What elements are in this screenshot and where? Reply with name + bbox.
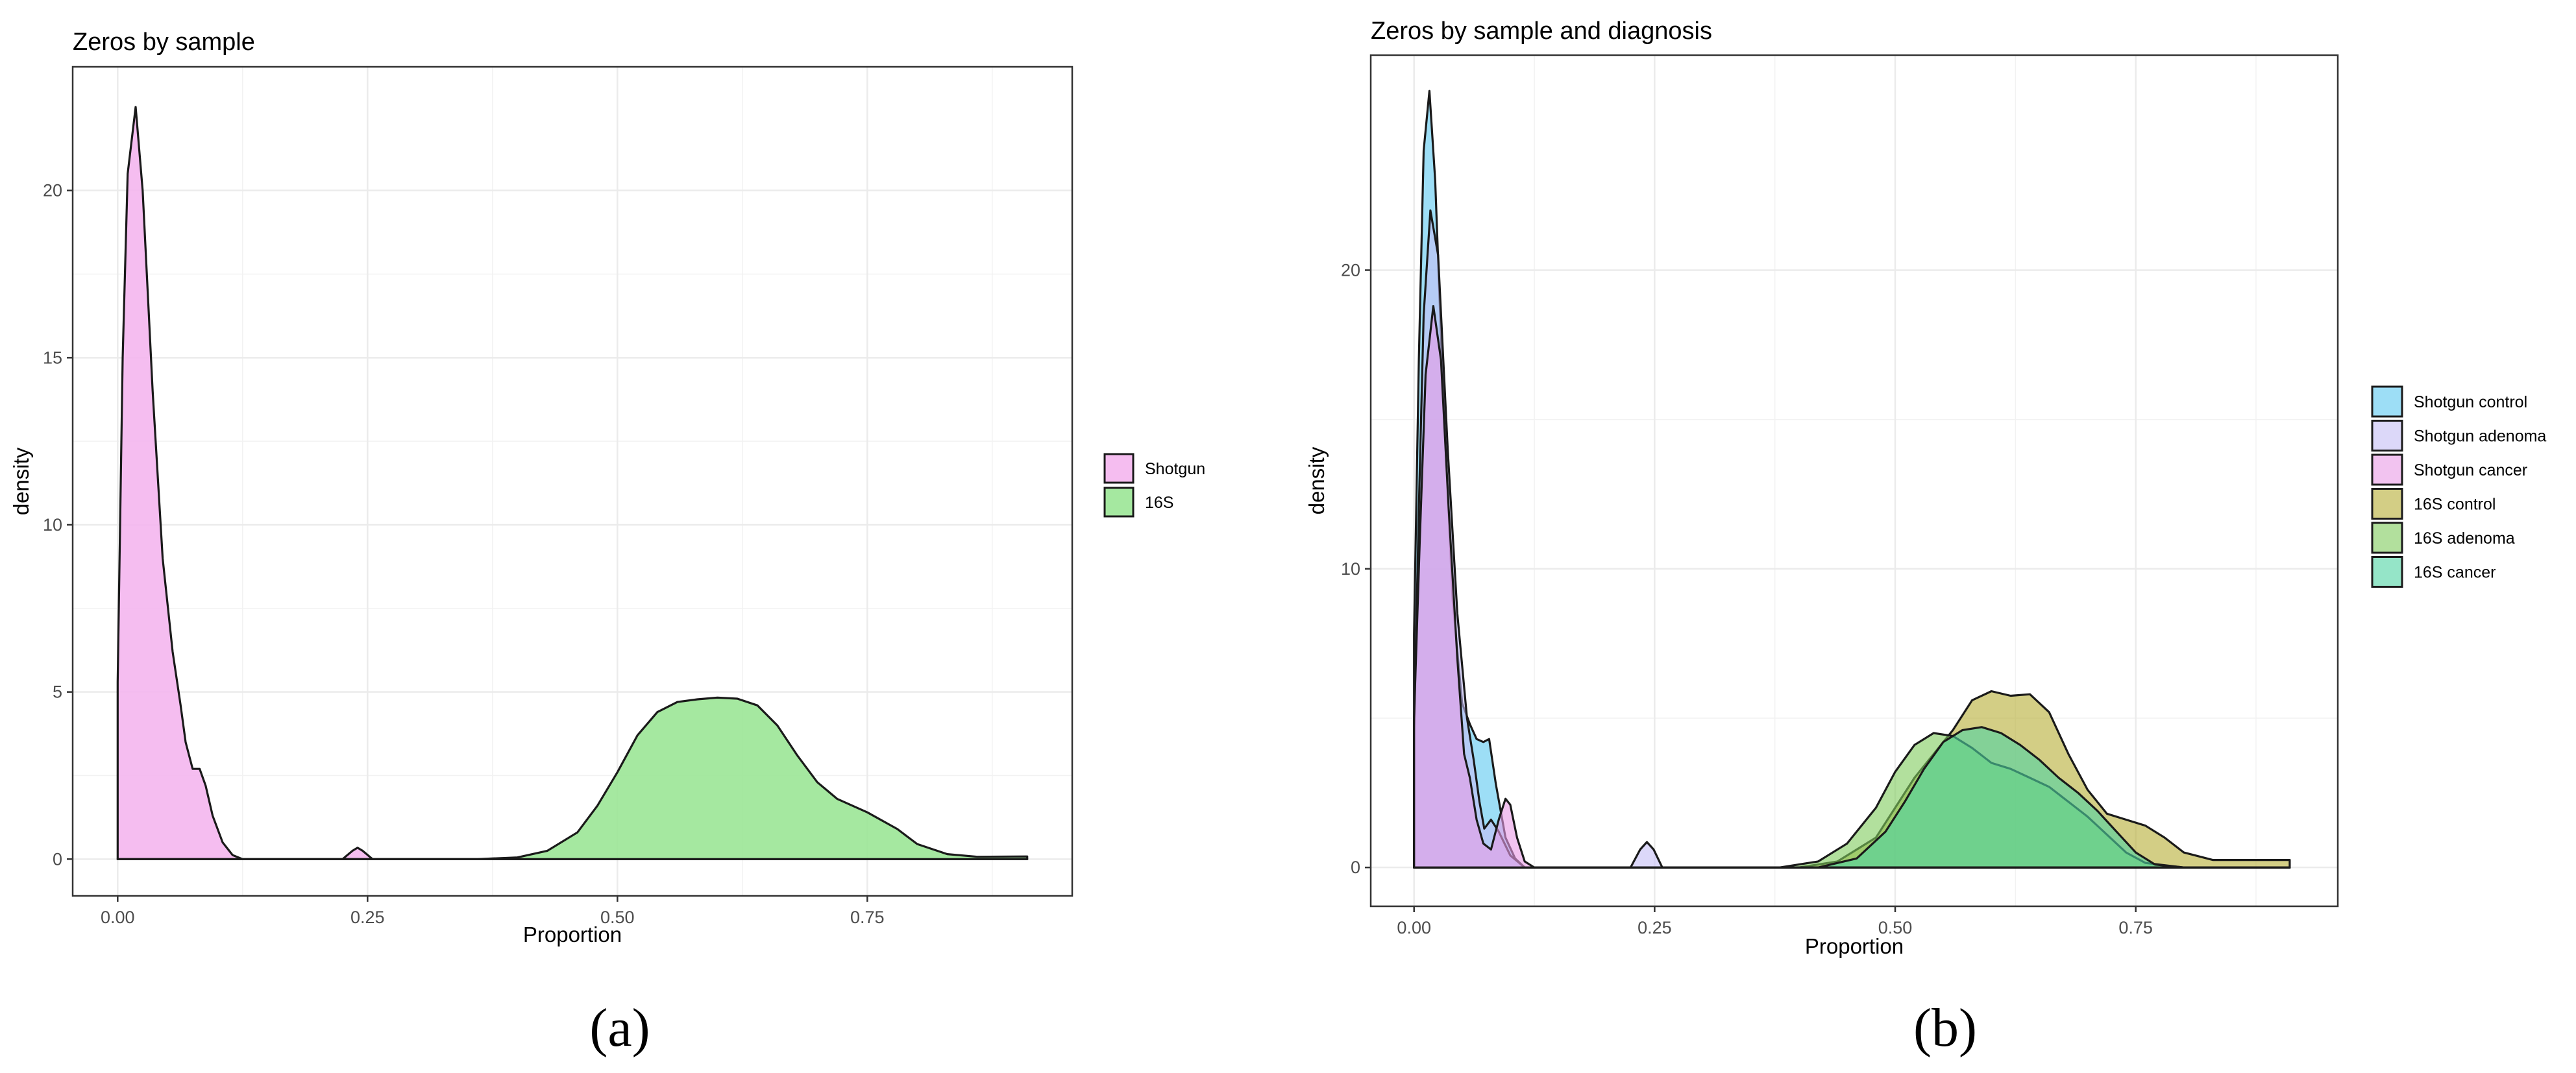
legend: Shotgun control Shotgun adenoma Shotgun ca…: [2371, 385, 2546, 588]
legend-label-shotgun-cancer: Shotgun cancer: [2414, 461, 2527, 479]
y-tick-label: 0: [1351, 858, 1360, 877]
y-tick-label: 5: [53, 682, 62, 702]
legend: Shotgun 16S: [1103, 453, 1205, 518]
density-area-shotgun-adenoma: [1413, 209, 2291, 869]
legend-key-shotgun: [1103, 453, 1135, 484]
x-tick-label: 0.75: [850, 908, 885, 927]
y-tick-label: 10: [1341, 559, 1360, 579]
x-tick-label: 0.00: [101, 908, 135, 927]
plot-panel-border: [71, 66, 1073, 897]
x-tick-label: 0.00: [1397, 918, 1431, 937]
x-tick-label: 0.25: [350, 908, 385, 927]
chart-title: Zeros by sample and diagnosis: [1371, 18, 1712, 45]
y-axis-title: density: [9, 447, 33, 515]
legend-key-16s-control: [2371, 488, 2403, 520]
y-tick-label: 20: [1341, 260, 1360, 280]
legend-key-16s-cancer: [2371, 556, 2403, 588]
chart-panel-a: 0 5 10 15 20 0.00 0.25 0.50 0.75 Zeros by sample P…: [9, 29, 1205, 1058]
legend-label-16s-adenoma: 16S adenoma: [2414, 529, 2515, 548]
legend-key-shotgun-adenoma: [2371, 420, 2403, 452]
x-tick-label: 0.50: [600, 908, 635, 927]
panel-label: (a): [589, 998, 650, 1058]
x-tick-label: 0.50: [1878, 918, 1913, 937]
legend-key-16s: [1103, 487, 1135, 518]
chart-title: Zeros by sample: [73, 29, 255, 56]
plot-panel-background: [1371, 55, 2338, 906]
legend-label-shotgun-control: Shotgun control: [2414, 393, 2527, 411]
legend-label-16s-cancer: 16S cancer: [2414, 564, 2496, 582]
legend-label-shotgun-adenoma: Shotgun adenoma: [2414, 428, 2546, 446]
series-layer: [116, 106, 1029, 860]
y-tick-label: 15: [43, 348, 62, 367]
plot-panel-border: [1369, 54, 2339, 908]
legend-key-16s-adenoma: [2371, 522, 2403, 554]
density-area-16s-cancer: [1413, 726, 2291, 869]
x-tick-label: 0.75: [2118, 918, 2153, 937]
y-tick-label: 10: [43, 515, 62, 535]
chart-panel-b: 0 10 20 0.00 0.25 0.50 0.75 Zeros by sample and…: [1305, 18, 2546, 1058]
y-tick-label: 20: [43, 181, 62, 200]
x-axis-title: Proportion: [1805, 934, 1904, 958]
legend-key-shotgun-cancer: [2371, 453, 2403, 486]
legend-label-16s: 16S: [1145, 494, 1173, 512]
density-area-16s: [116, 696, 1029, 860]
series-layer: [1413, 90, 2291, 869]
y-axis-title: density: [1305, 446, 1329, 514]
density-area-shotgun: [116, 106, 1029, 860]
x-tick-label: 0.25: [1638, 918, 1672, 937]
legend-label-16s-control: 16S control: [2414, 496, 2496, 514]
legend-key-shotgun-control: [2371, 385, 2403, 418]
density-area-shotgun-cancer: [1413, 305, 2291, 869]
y-tick-label: 0: [53, 849, 62, 869]
legend-label-shotgun: Shotgun: [1145, 460, 1205, 478]
plot-panel-background: [73, 67, 1072, 896]
x-axis-title: Proportion: [523, 922, 622, 946]
panel-label: (b): [1913, 998, 1977, 1058]
